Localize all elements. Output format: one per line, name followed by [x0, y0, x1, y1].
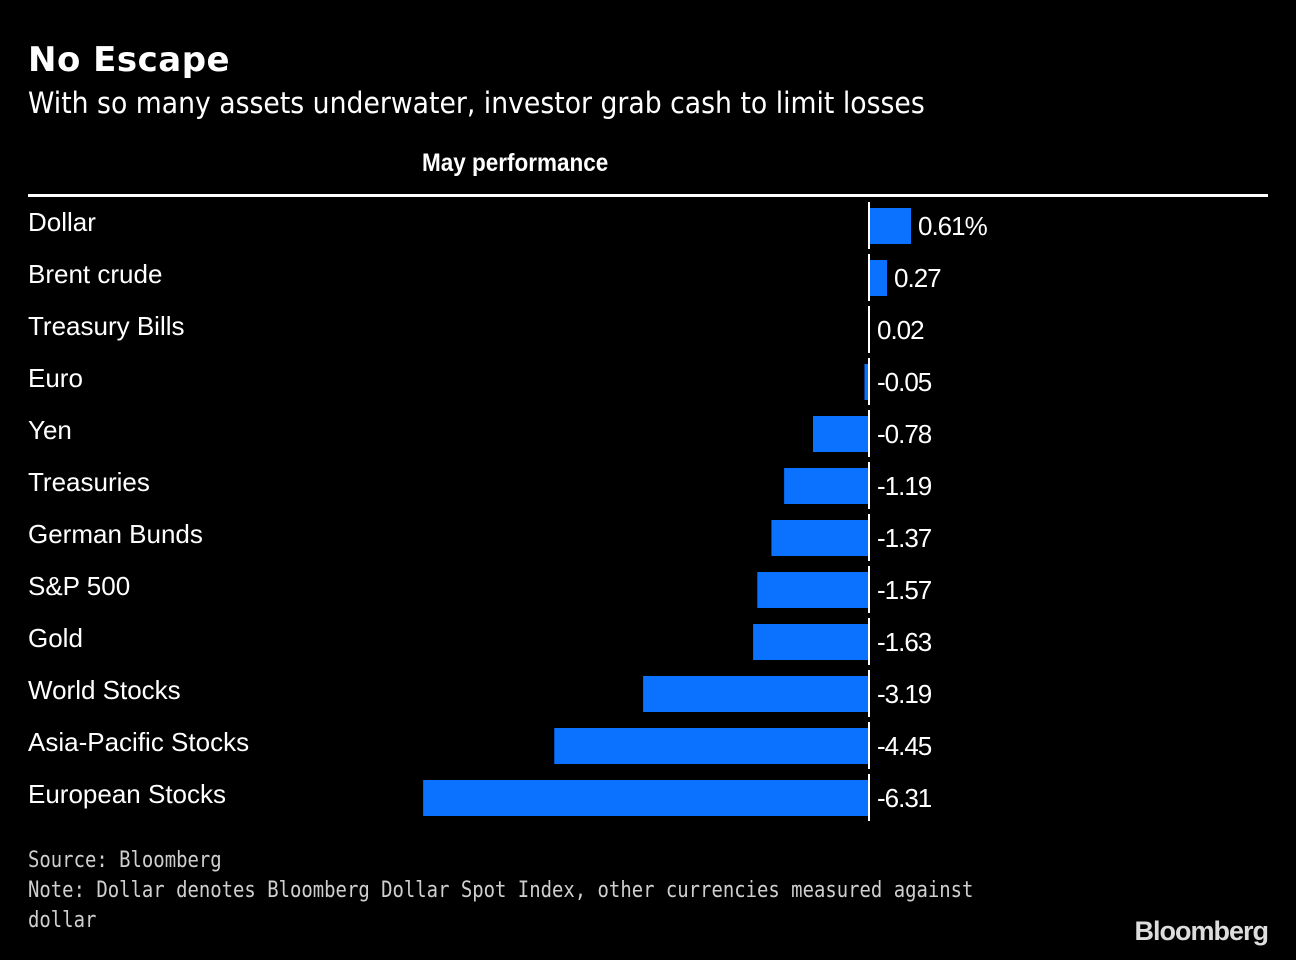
- category-label: Yen: [28, 415, 72, 445]
- category-label: Asia-Pacific Stocks: [28, 727, 249, 757]
- category-label: Treasuries: [28, 467, 150, 497]
- value-label: -1.37: [877, 523, 932, 553]
- bar: [784, 468, 868, 504]
- bar: [868, 260, 888, 296]
- bar: [423, 780, 868, 816]
- value-label: 0.61%: [918, 211, 988, 241]
- bar: [771, 520, 868, 556]
- value-label: 0.02: [877, 315, 924, 345]
- bar: [554, 728, 868, 764]
- top-rule: [28, 194, 1268, 197]
- bar: [868, 208, 912, 244]
- chart-title: No Escape: [28, 40, 231, 80]
- value-label: 0.27: [894, 263, 941, 293]
- value-label: -3.19: [877, 679, 932, 709]
- category-label: Brent crude: [28, 259, 162, 289]
- bar: [753, 624, 868, 660]
- footnote: Note: Dollar denotes Bloomberg Dollar Sp…: [28, 878, 974, 933]
- source-note: Source: Bloomberg: [28, 848, 222, 873]
- axis-title: May performance: [422, 149, 609, 177]
- value-label: -0.78: [877, 419, 932, 449]
- value-label: -0.05: [877, 367, 932, 397]
- category-label: European Stocks: [28, 779, 226, 809]
- bar: [643, 676, 868, 712]
- category-label: German Bunds: [28, 519, 203, 549]
- category-label: S&P 500: [28, 571, 130, 601]
- value-label: -1.57: [877, 575, 932, 605]
- category-label: Euro: [28, 363, 83, 393]
- value-label: -6.31: [877, 783, 932, 813]
- category-label: Dollar: [28, 207, 96, 237]
- bar: [757, 572, 868, 608]
- bar: [813, 416, 868, 452]
- bar: [864, 364, 868, 400]
- footer-notes: Source: Bloomberg Note: Dollar denotes B…: [28, 846, 1043, 936]
- category-label: Gold: [28, 623, 83, 653]
- bloomberg-logo: Bloomberg: [1134, 916, 1269, 946]
- value-label: -1.19: [877, 471, 932, 501]
- category-label: Treasury Bills: [28, 311, 185, 341]
- chart-subtitle: With so many assets underwater, investor…: [28, 86, 925, 120]
- value-label: -4.45: [877, 731, 932, 761]
- category-label: World Stocks: [28, 675, 181, 705]
- value-label: -1.63: [877, 627, 932, 657]
